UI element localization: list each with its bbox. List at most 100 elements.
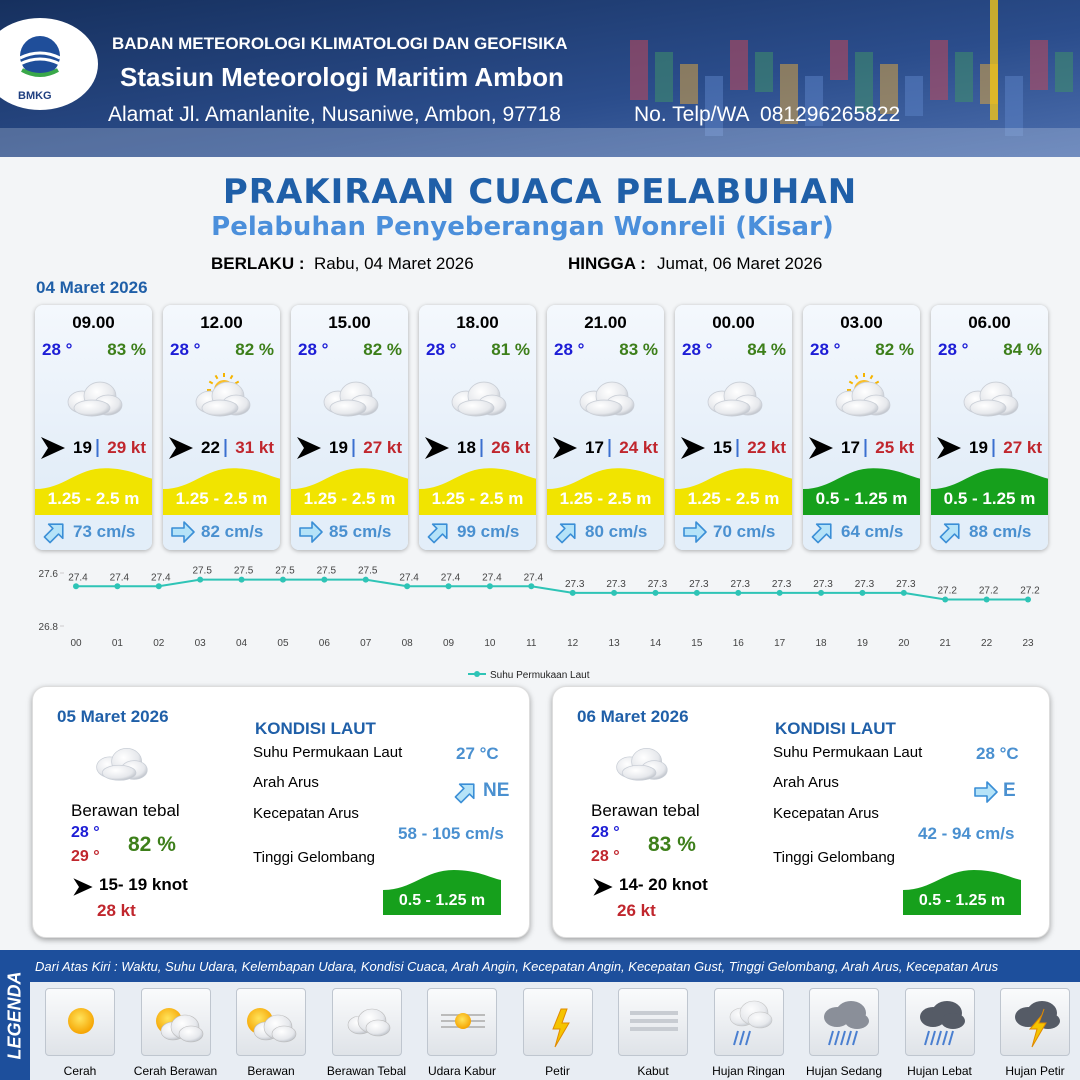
legend-icon (49, 995, 113, 1051)
icon-path (555, 523, 576, 544)
icon-line (929, 1030, 936, 1046)
slot-temp: 28 ° (938, 340, 969, 359)
slot-time: 00.00 (712, 313, 755, 332)
valid-from: Rabu, 04 Maret 2026 (314, 254, 474, 273)
icon-svg (68, 1008, 94, 1034)
icon-svg (297, 437, 321, 459)
sst-value-label: 27.3 (689, 579, 709, 590)
icon-svg (555, 523, 576, 544)
slot-time: 06.00 (968, 313, 1011, 332)
legend-box (331, 988, 402, 1056)
current-arrow (554, 519, 580, 545)
subtitle: Pelabuhan Penyeberangan Wonreli (Kisar) (211, 212, 834, 242)
separator (352, 439, 355, 457)
x-tick-label: 08 (402, 638, 414, 649)
slot-current: 73 cm/s (73, 522, 136, 541)
slot-humidity: 83 % (107, 340, 146, 359)
sst-value-label: 27.4 (68, 572, 88, 583)
sst-point (569, 589, 576, 596)
slot-time: 09.00 (72, 313, 115, 332)
sst-point (155, 583, 162, 590)
sst-value-label: 27.4 (399, 572, 419, 583)
icon-rect (755, 52, 773, 92)
legend-item: Kabut (637, 1064, 669, 1078)
icon-g (963, 381, 1019, 417)
legend-box (45, 988, 115, 1056)
icon-ellipse (201, 399, 239, 417)
icon-g (451, 381, 507, 417)
day-humidity: 82 % (128, 833, 176, 856)
icon-path (427, 523, 448, 544)
current-arrow (938, 519, 964, 545)
icon-path (19, 51, 61, 66)
wind-arrow (169, 437, 193, 459)
wave-band (931, 463, 1048, 515)
icon-ellipse (101, 764, 137, 781)
x-tick-label: 09 (443, 638, 455, 649)
x-tick-label: 06 (319, 638, 331, 649)
sst-value-label: 27.4 (151, 572, 171, 583)
icon-g (299, 521, 323, 543)
icon-svg (547, 468, 664, 515)
forecast-card: 00.00 28 ° 84 % 15 22 kt 1.25 - 2.5 m 70 cm/s (675, 305, 792, 550)
direction-label: Arah Arus (253, 774, 319, 791)
icon-svg (0, 18, 98, 110)
legend-box (618, 988, 688, 1056)
x-tick-label: 11 (526, 638, 537, 649)
slot-wind: 15 (713, 438, 732, 457)
slot-wind: 18 (457, 438, 476, 457)
forecast-card: 18.00 28 ° 81 % 18 26 kt 1.25 - 2.5 m 99 cm/s (419, 305, 536, 550)
weather-icon (702, 372, 766, 418)
icon-g (824, 1001, 869, 1029)
legend-item: Berawan (247, 1064, 295, 1078)
icon-rect (780, 64, 798, 124)
sst-value-label: 27.3 (565, 579, 585, 590)
weather-icon (958, 372, 1022, 418)
day-wind: 14- 20 knot (619, 875, 708, 894)
icon-rect (655, 52, 673, 102)
icon-g (171, 521, 195, 543)
icon-svg (707, 381, 763, 417)
y-tick-label: 26.8 (39, 622, 59, 633)
valid-to: Jumat, 06 Maret 2026 (657, 254, 823, 273)
sst-point (197, 576, 204, 583)
wave-band (547, 463, 664, 515)
wind-arrow (553, 437, 577, 459)
icon-svg (155, 1008, 203, 1043)
wave-band (903, 865, 1021, 915)
icon-ellipse (329, 399, 367, 417)
icon-line (848, 380, 854, 385)
legend-icon (240, 995, 304, 1051)
legend-item: Hujan Sedang (805, 1064, 883, 1078)
sst-point (652, 589, 659, 596)
current-arrow (42, 519, 68, 545)
sst-label: Suhu Permukaan Laut (773, 744, 923, 761)
icon-g (160, 1014, 203, 1043)
icon-rect (680, 64, 698, 104)
slot-gust: 24 kt (619, 438, 658, 457)
icon-svg (683, 521, 707, 543)
wave-band (383, 865, 501, 915)
icon-svg (579, 381, 635, 417)
slot-humidity: 82 % (363, 340, 402, 359)
icon-svg (864, 439, 867, 457)
icon-rect (730, 40, 748, 90)
icon-circle (68, 1008, 94, 1034)
slot-humidity: 84 % (1003, 340, 1042, 359)
icon-ellipse (845, 1013, 869, 1029)
slot-wind: 22 (201, 438, 220, 457)
icon-ellipse (585, 399, 623, 417)
weather-icon (446, 372, 510, 418)
icon-svg (992, 439, 995, 457)
today-date: 04 Maret 2026 (36, 278, 148, 297)
sst-point (859, 589, 866, 596)
icon-rect (905, 76, 923, 116)
slot-time: 15.00 (328, 313, 371, 332)
icon-line (234, 380, 240, 385)
icon-ellipse (940, 1013, 965, 1029)
icon-svg (96, 748, 148, 781)
forecast-card: 15.00 28 ° 82 % 19 27 kt 1.25 - 2.5 m 85 cm/s (291, 305, 408, 550)
slot-temp: 28 ° (170, 340, 201, 359)
icon-ellipse (365, 1019, 390, 1037)
icon-svg (195, 373, 251, 417)
